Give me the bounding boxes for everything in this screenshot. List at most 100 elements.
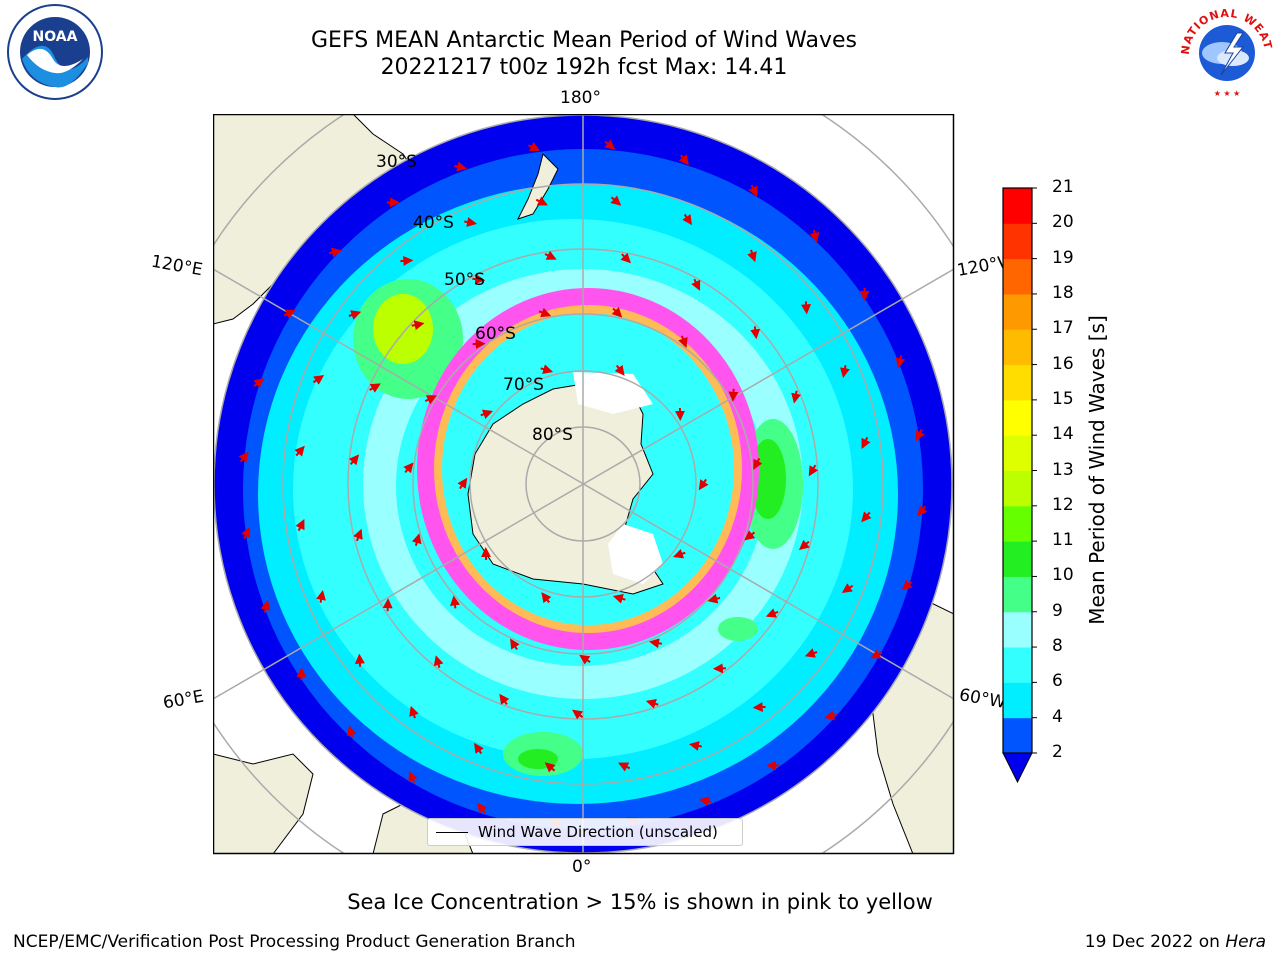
wind-wave-arrow xyxy=(540,364,554,374)
wind-wave-arrow xyxy=(433,655,444,669)
wind-wave-arrow xyxy=(510,638,520,651)
wind-wave-arrow xyxy=(801,301,812,315)
wind-wave-arrow xyxy=(728,388,739,402)
wind-wave-arrow xyxy=(346,725,357,739)
lat-label-40s: 40°S xyxy=(413,213,454,233)
colorbar-segment xyxy=(1003,329,1032,366)
colorbar-tick-label: 10 xyxy=(1052,565,1074,586)
wind-wave-arrow xyxy=(474,742,484,755)
wind-wave-arrow xyxy=(808,464,819,477)
wind-wave-arrow xyxy=(454,161,468,172)
wind-wave-arrow xyxy=(472,274,486,285)
wind-wave-arrow xyxy=(698,796,712,807)
colorbar-title: Mean Period of Wind Waves [s] xyxy=(1085,315,1109,625)
wind-wave-arrow xyxy=(544,250,557,260)
colorbar-extend-triangle xyxy=(1002,752,1033,784)
colorbar-segment xyxy=(1003,611,1032,648)
colorbar-tick-label: 17 xyxy=(1052,318,1074,339)
map-legend: Wind Wave Direction (unscaled) xyxy=(427,818,743,846)
wind-wave-arrow xyxy=(901,579,913,590)
wind-wave-arrow xyxy=(408,771,418,784)
wind-wave-arrow xyxy=(424,395,437,405)
colorbar-segment xyxy=(1003,505,1032,542)
colorbar-tick-label: 11 xyxy=(1052,530,1074,551)
wind-wave-arrow xyxy=(411,320,425,331)
wind-wave-arrow xyxy=(450,595,460,609)
graticule xyxy=(213,114,954,854)
wind-wave-arrow xyxy=(354,653,365,667)
wind-wave-arrow xyxy=(544,762,556,773)
wind-wave-arrow xyxy=(678,335,688,349)
wind-wave-arrow xyxy=(691,278,701,291)
lon-label-bottom: 0° xyxy=(572,857,592,877)
legend-label: Wind Wave Direction (unscaled) xyxy=(478,823,718,841)
lat-label-30s: 30°S xyxy=(376,152,417,172)
nws-logo: NATIONAL WEATHER SERVICE ★ ★ ★ xyxy=(1172,0,1277,105)
wind-wave-arrow xyxy=(895,355,906,369)
wind-wave-arrow xyxy=(369,383,381,393)
footer-machine: Hera xyxy=(1225,932,1266,952)
wind-wave-arrow xyxy=(688,741,702,751)
noaa-logo: NOAA xyxy=(5,3,105,105)
wind-wave-arrow xyxy=(295,519,305,532)
lon-label-top: 180° xyxy=(560,88,601,108)
wind-wave-arrow xyxy=(870,649,883,659)
wind-wave-arrow xyxy=(612,594,626,604)
wind-wave-arrow xyxy=(253,378,265,389)
wind-wave-arrow xyxy=(348,454,360,466)
legend-line-swatch xyxy=(436,831,468,833)
colorbar-tick-label: 19 xyxy=(1052,247,1074,268)
wind-wave-arrow xyxy=(861,436,871,449)
colorbar-tick-label: 16 xyxy=(1052,353,1074,374)
colorbar-tick-label: 20 xyxy=(1052,212,1074,233)
wind-wave-arrow xyxy=(614,364,625,376)
wind-wave-arrow xyxy=(611,307,623,318)
lon-label-60e: 60°E xyxy=(161,686,206,714)
footer-date: 19 Dec 2022 on Hera xyxy=(1085,932,1266,952)
wind-wave-arrow xyxy=(535,196,548,206)
colorbar-segment xyxy=(1003,647,1032,683)
svg-text:★ ★ ★: ★ ★ ★ xyxy=(1214,89,1241,98)
colorbar-tick-label: 9 xyxy=(1052,600,1063,621)
colorbar-tick-label: 8 xyxy=(1052,636,1063,657)
wind-wave-arrow xyxy=(707,593,721,604)
colorbar-tick-label: 12 xyxy=(1052,494,1074,515)
southern-africa-land xyxy=(213,753,314,854)
wind-wave-arrow xyxy=(809,229,820,243)
colorbar-tick-label: 15 xyxy=(1052,388,1074,409)
wind-wave-arrow xyxy=(673,548,686,559)
lon-label-120e: 120°E xyxy=(149,251,205,281)
wind-wave-arrow xyxy=(752,702,766,713)
colorbar-tick-label: 18 xyxy=(1052,282,1074,303)
wind-wave-arrow xyxy=(748,184,758,197)
ice-shelf-2 xyxy=(608,524,663,584)
colorbar-segment xyxy=(1003,682,1032,719)
wind-wave-arrow xyxy=(620,252,631,264)
wind-wave-arrow xyxy=(682,213,692,226)
wind-wave-arrow xyxy=(917,505,928,517)
colorbar-segment xyxy=(1003,223,1032,260)
lat-label-70s: 70°S xyxy=(503,375,544,395)
wind-wave-arrow xyxy=(915,429,925,442)
colorbar-tick-label: 21 xyxy=(1052,177,1074,197)
colorbar-segment xyxy=(1003,258,1032,295)
wind-wave-arrow xyxy=(604,139,616,150)
colorbar-segment xyxy=(1003,293,1032,330)
wind-wave-arrow xyxy=(328,247,342,258)
colorbar-tick-label: 2 xyxy=(1052,742,1063,762)
wind-wave-arrow xyxy=(579,654,591,665)
chart-subtitle: 20221217 t00z 192h fcst Max: 14.41 xyxy=(380,55,788,80)
colorbar-tick-label: 6 xyxy=(1052,671,1063,692)
wind-wave-arrow xyxy=(260,599,271,613)
wind-wave-arrow xyxy=(572,709,584,720)
wind-wave-arrow xyxy=(824,710,838,721)
colorbar-tick-label: 13 xyxy=(1052,459,1074,480)
wind-wave-arrow xyxy=(744,530,756,541)
wind-wave-arrow xyxy=(747,249,757,263)
wind-wave-arrow xyxy=(618,762,631,772)
wind-wave-arrow xyxy=(804,648,818,658)
wind-wave-arrow xyxy=(477,802,488,814)
wind-wave-arrow xyxy=(238,451,249,463)
wind-wave-arrow xyxy=(538,307,552,318)
wind-wave-arrow xyxy=(409,705,419,719)
